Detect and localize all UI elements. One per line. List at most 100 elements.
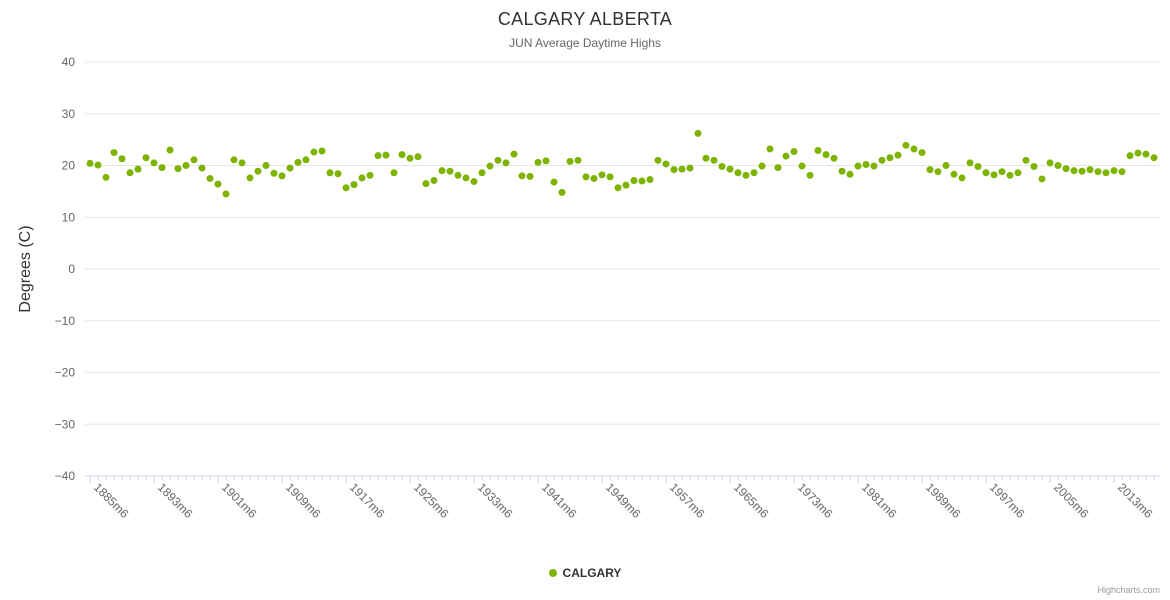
data-point[interactable] (902, 141, 910, 149)
data-point[interactable] (598, 171, 606, 179)
data-point[interactable] (238, 159, 246, 167)
data-point[interactable] (654, 156, 662, 164)
data-point[interactable] (1038, 175, 1046, 183)
data-point[interactable] (502, 159, 510, 167)
data-point[interactable] (390, 169, 398, 177)
data-point[interactable] (382, 151, 390, 159)
data-point[interactable] (142, 154, 150, 162)
data-point[interactable] (1054, 162, 1062, 169)
data-point[interactable] (694, 129, 702, 137)
data-point[interactable] (550, 178, 558, 186)
data-point[interactable] (286, 164, 294, 172)
data-point[interactable] (134, 165, 142, 173)
data-point[interactable] (206, 174, 214, 182)
data-point[interactable] (702, 154, 710, 162)
data-point[interactable] (166, 146, 174, 154)
data-point[interactable] (910, 145, 918, 153)
data-point[interactable] (750, 169, 758, 177)
data-point[interactable] (326, 169, 334, 177)
data-point[interactable] (422, 180, 430, 188)
data-point[interactable] (950, 170, 958, 178)
data-point[interactable] (150, 159, 158, 167)
data-point[interactable] (110, 149, 118, 157)
data-point[interactable] (374, 152, 382, 160)
data-point[interactable] (350, 181, 358, 189)
data-point[interactable] (86, 159, 94, 167)
data-point[interactable] (1134, 149, 1142, 157)
data-point[interactable] (102, 173, 110, 181)
data-point[interactable] (454, 171, 462, 179)
data-point[interactable] (958, 174, 966, 182)
data-point[interactable] (566, 157, 574, 165)
data-point[interactable] (1110, 167, 1118, 175)
data-point[interactable] (526, 172, 534, 180)
data-point[interactable] (822, 151, 830, 159)
data-point[interactable] (630, 177, 638, 185)
data-point[interactable] (310, 148, 318, 156)
data-point[interactable] (1046, 159, 1054, 167)
data-point[interactable] (118, 155, 126, 163)
data-point[interactable] (1086, 166, 1094, 174)
data-point[interactable] (1102, 169, 1110, 177)
data-point[interactable] (846, 170, 854, 178)
data-point[interactable] (318, 147, 326, 155)
data-point[interactable] (510, 150, 518, 158)
data-point[interactable] (174, 165, 182, 173)
data-point[interactable] (782, 152, 790, 160)
data-point[interactable] (870, 162, 878, 170)
data-point[interactable] (1118, 168, 1126, 176)
data-point[interactable] (126, 169, 134, 177)
data-point[interactable] (1070, 167, 1078, 175)
data-point[interactable] (230, 156, 238, 164)
data-point[interactable] (462, 174, 470, 182)
data-point[interactable] (990, 171, 998, 179)
data-point[interactable] (966, 159, 974, 167)
data-point[interactable] (790, 148, 798, 156)
data-point[interactable] (398, 151, 406, 159)
data-point[interactable] (446, 167, 454, 175)
data-point[interactable] (806, 171, 814, 179)
data-point[interactable] (982, 169, 990, 177)
data-point[interactable] (974, 163, 982, 171)
data-point[interactable] (278, 172, 286, 180)
data-point[interactable] (758, 162, 766, 170)
data-point[interactable] (942, 162, 950, 169)
data-point[interactable] (878, 156, 886, 164)
data-point[interactable] (534, 158, 542, 166)
data-point[interactable] (998, 168, 1006, 176)
data-point[interactable] (606, 173, 614, 181)
data-point[interactable] (518, 172, 526, 180)
data-point[interactable] (1078, 167, 1086, 175)
data-point[interactable] (1030, 163, 1038, 171)
data-point[interactable] (1006, 171, 1014, 179)
data-point[interactable] (158, 164, 166, 172)
data-point[interactable] (558, 188, 566, 196)
data-point[interactable] (854, 162, 862, 170)
data-point[interactable] (838, 167, 846, 175)
data-point[interactable] (1142, 150, 1150, 158)
data-point[interactable] (830, 154, 838, 162)
data-point[interactable] (1150, 154, 1158, 162)
data-point[interactable] (198, 164, 206, 172)
data-point[interactable] (662, 160, 670, 168)
data-point[interactable] (294, 158, 302, 166)
data-point[interactable] (1094, 168, 1102, 176)
data-point[interactable] (302, 156, 310, 164)
legend[interactable]: CALGARY (0, 566, 1170, 580)
data-point[interactable] (590, 174, 598, 182)
data-point[interactable] (262, 162, 270, 169)
data-point[interactable] (742, 171, 750, 179)
data-point[interactable] (190, 156, 198, 164)
data-point[interactable] (678, 165, 686, 173)
data-point[interactable] (486, 162, 494, 170)
data-point[interactable] (734, 169, 742, 177)
data-point[interactable] (582, 173, 590, 181)
data-point[interactable] (94, 161, 102, 169)
data-point[interactable] (214, 180, 222, 188)
data-point[interactable] (358, 174, 366, 182)
data-point[interactable] (438, 167, 446, 175)
data-point[interactable] (1126, 152, 1134, 160)
data-point[interactable] (894, 151, 902, 159)
data-point[interactable] (470, 178, 478, 186)
data-point[interactable] (638, 177, 646, 185)
